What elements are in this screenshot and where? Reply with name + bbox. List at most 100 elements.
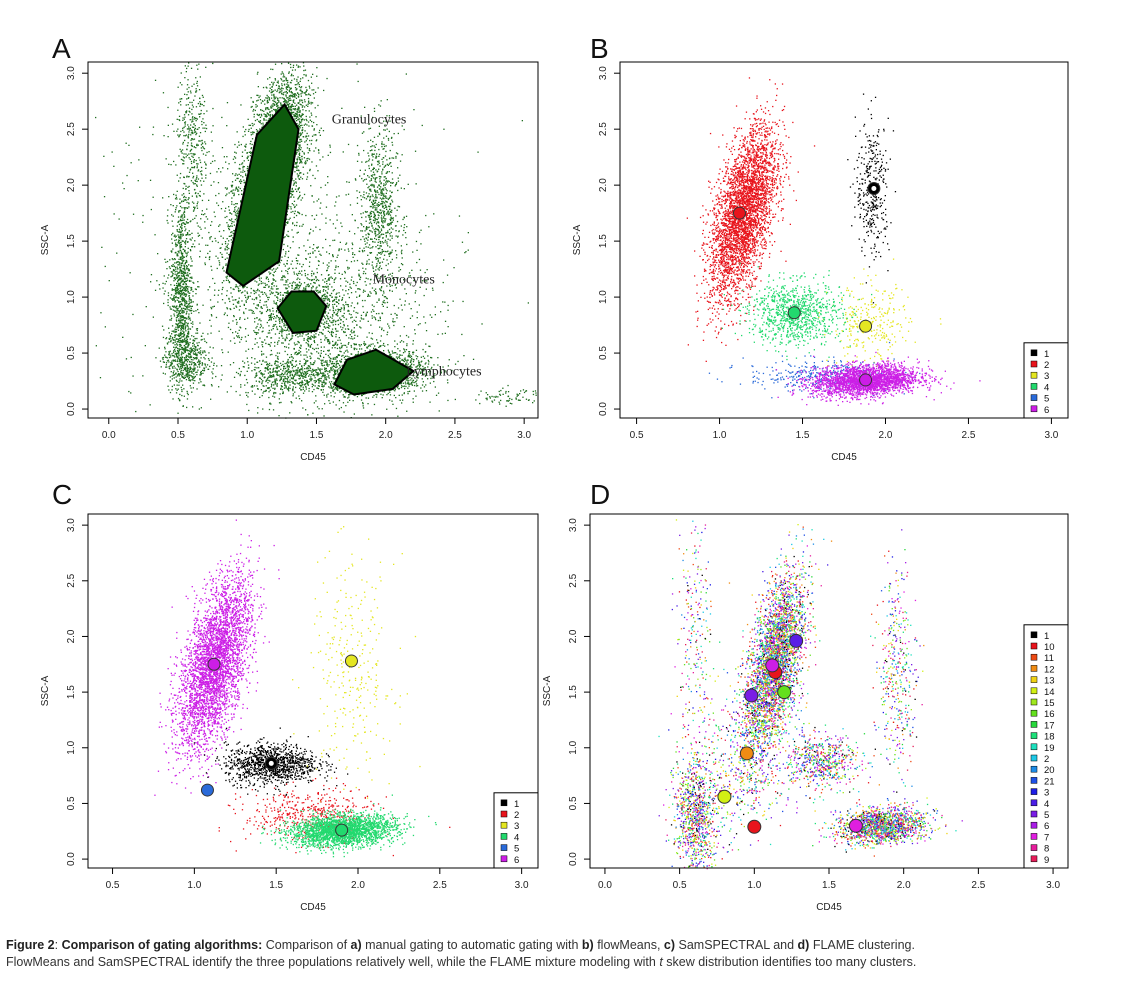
scatter-point <box>229 236 230 237</box>
scatter-point <box>227 290 228 291</box>
scatter-point <box>241 190 242 191</box>
scatter-point <box>239 337 240 338</box>
scatter-point <box>243 126 244 127</box>
scatter-point <box>294 217 295 218</box>
scatter-point <box>278 82 279 83</box>
scatter-point <box>264 104 265 105</box>
scatter-point <box>245 300 246 301</box>
scatter-point <box>225 187 226 188</box>
scatter-point <box>247 299 248 300</box>
scatter-point <box>296 79 297 80</box>
scatter-point <box>261 283 262 284</box>
scatter-point <box>227 258 228 259</box>
scatter-point <box>252 133 253 134</box>
scatter-point <box>235 175 236 176</box>
scatter-point <box>267 277 268 278</box>
scatter-point <box>299 192 300 193</box>
scatter-point <box>268 281 269 282</box>
scatter-point <box>231 197 232 198</box>
scatter-point <box>209 257 210 258</box>
scatter-point <box>255 307 256 308</box>
scatter-point <box>232 300 233 301</box>
scatter-point <box>326 78 327 79</box>
scatter-point <box>235 173 236 174</box>
scatter-point <box>235 286 236 287</box>
scatter-point <box>237 203 238 204</box>
scatter-point <box>296 166 297 167</box>
scatter-point <box>304 125 305 126</box>
scatter-point <box>210 333 211 334</box>
scatter-point <box>219 262 220 263</box>
scatter-point <box>291 212 292 213</box>
scatter-point <box>305 70 306 71</box>
scatter-point <box>239 298 240 299</box>
scatter-point <box>261 102 262 103</box>
scatter-point <box>223 230 224 231</box>
scatter-point <box>223 280 224 281</box>
scatter-point <box>295 189 296 190</box>
scatter-point <box>222 244 223 245</box>
scatter-point <box>218 290 219 291</box>
scatter-point <box>309 148 310 149</box>
scatter-point <box>311 113 312 114</box>
scatter-point <box>295 87 296 88</box>
scatter-point <box>283 249 284 250</box>
scatter-point <box>267 284 268 285</box>
scatter-point <box>297 76 298 77</box>
scatter-point <box>232 226 233 227</box>
scatter-point <box>238 194 239 195</box>
scatter-point <box>284 80 285 81</box>
scatter-point <box>307 176 308 177</box>
scatter-point <box>292 203 293 204</box>
scatter-point <box>319 130 320 131</box>
scatter-point <box>302 151 303 152</box>
scatter-point <box>215 256 216 257</box>
scatter-point <box>311 143 312 144</box>
scatter-point <box>222 287 223 288</box>
scatter-point <box>214 283 215 284</box>
scatter-point <box>222 299 223 300</box>
scatter-point <box>241 163 242 164</box>
scatter-point <box>273 278 274 279</box>
scatter-point <box>319 132 320 133</box>
scatter-point <box>245 173 246 174</box>
scatter-point <box>254 293 255 294</box>
scatter-point <box>282 85 283 86</box>
scatter-point <box>302 178 303 179</box>
scatter-point <box>244 131 245 132</box>
figure-canvas: AGranulocytesMonocytesLymphocytes0.0 0.5 1… <box>0 0 1132 930</box>
scatter-point <box>221 208 222 209</box>
scatter-point <box>302 132 303 133</box>
scatter-point <box>259 302 260 303</box>
scatter-point <box>225 265 226 266</box>
panel-letter: A <box>52 33 71 64</box>
scatter-point <box>263 287 264 288</box>
scatter-point <box>287 260 288 261</box>
scatter-point <box>296 98 297 99</box>
scatter-point <box>293 204 294 205</box>
scatter-point <box>232 173 233 174</box>
scatter-point <box>257 119 258 120</box>
scatter-point <box>228 243 229 244</box>
scatter-point <box>256 326 257 327</box>
scatter-point <box>294 182 295 183</box>
scatter-point <box>235 214 236 215</box>
scatter-point <box>245 308 246 309</box>
scatter-point <box>304 194 305 195</box>
scatter-point <box>225 195 226 196</box>
scatter-point <box>312 102 313 103</box>
scatter-point <box>309 140 310 141</box>
scatter-point <box>253 290 254 291</box>
scatter-point <box>223 270 224 271</box>
scatter-point <box>239 174 240 175</box>
scatter-point <box>240 179 241 180</box>
scatter-point <box>249 152 250 153</box>
scatter-point <box>300 162 301 163</box>
scatter-point <box>271 82 272 83</box>
scatter-point <box>307 172 308 173</box>
scatter-point <box>299 148 300 149</box>
scatter-point <box>254 132 255 133</box>
scatter-point <box>288 231 289 232</box>
scatter-point <box>294 225 295 226</box>
